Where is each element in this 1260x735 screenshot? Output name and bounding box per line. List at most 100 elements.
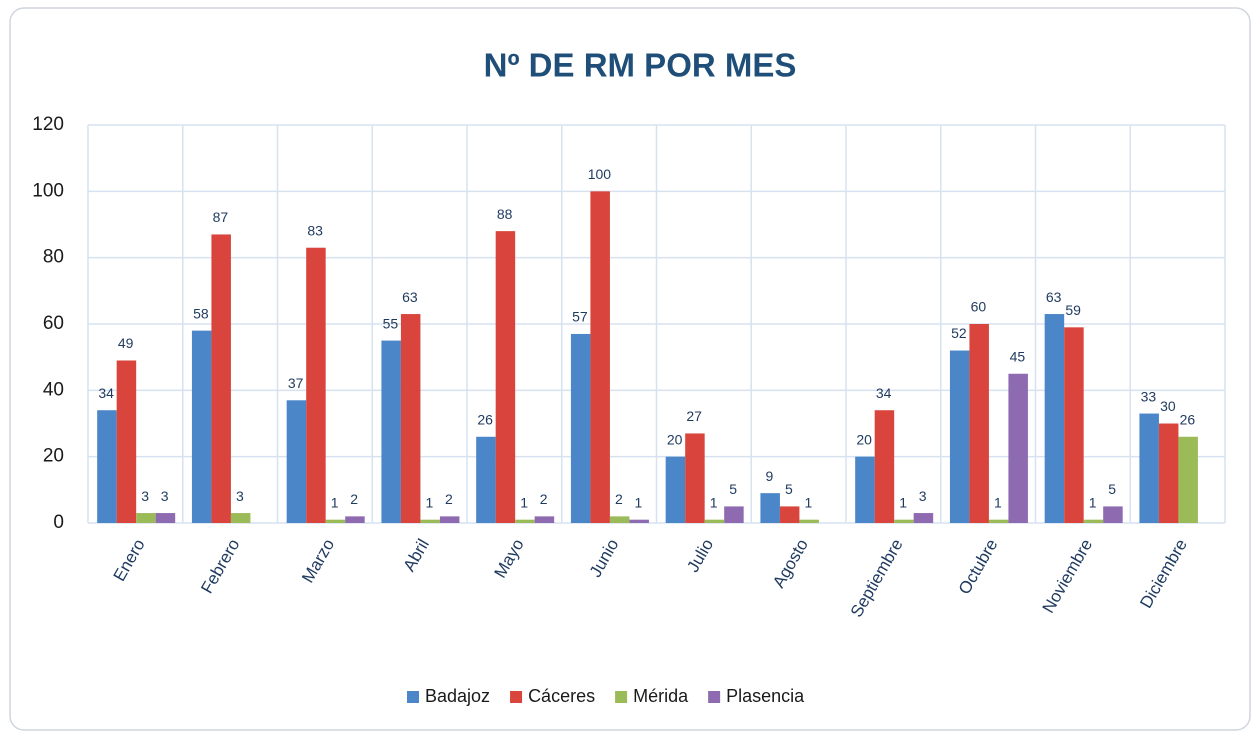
data-label: 30 [1160,398,1176,414]
bar [874,410,895,523]
bar [1008,373,1028,523]
y-tick-label: 80 [43,247,64,268]
data-label: 9 [765,468,773,484]
bar [400,314,421,523]
data-label: 34 [98,385,114,401]
data-label: 37 [288,375,304,391]
bar [724,506,744,523]
bar [1139,413,1159,523]
data-label: 55 [383,315,399,331]
data-label: 59 [1065,302,1081,318]
data-label: 57 [572,309,588,325]
bar [534,516,555,523]
data-label: 26 [1180,411,1196,427]
bar [1103,506,1123,523]
legend-label: Mérida [633,686,689,706]
bar [439,516,460,523]
bar [949,350,970,523]
chart-title: Nº DE RM POR MES [484,47,797,84]
legend-label: Cáceres [528,686,595,706]
bar [1083,519,1104,523]
bar [988,519,1009,523]
bar [704,519,725,523]
data-label: 45 [1010,348,1026,364]
bar [306,247,326,523]
data-label: 100 [588,166,612,182]
legend-swatch [708,691,721,703]
data-label: 5 [785,481,793,497]
bar [116,360,137,523]
data-label: 52 [951,325,967,341]
bar [211,234,231,523]
data-label: 1 [634,494,642,510]
bar [609,516,630,523]
data-label: 5 [1108,481,1116,497]
data-label: 2 [540,491,548,507]
bar [760,493,780,523]
data-label: 2 [350,491,358,507]
bar [590,191,610,524]
legend-label: Plasencia [726,686,805,706]
data-label: 3 [141,488,149,504]
legend-label: Badajoz [425,686,490,706]
bar [136,513,156,523]
bar [420,519,440,523]
data-label: 87 [213,209,229,225]
data-label: 63 [1046,289,1062,305]
data-label: 1 [710,494,718,510]
data-label: 1 [425,494,433,510]
data-label: 60 [971,299,987,315]
data-label: 49 [118,335,134,351]
bar [799,519,819,523]
y-tick-label: 20 [43,446,64,467]
bar [191,330,212,523]
y-tick-label: 0 [53,512,64,533]
legend-swatch [510,691,523,703]
data-label: 3 [919,488,927,504]
data-label: 20 [667,431,683,447]
data-label: 1 [331,494,339,510]
data-label: 20 [856,431,872,447]
bar [97,410,117,523]
data-label: 1 [994,494,1002,510]
data-label: 26 [477,411,493,427]
bar [629,519,649,523]
data-label: 63 [402,289,418,305]
data-label: 1 [804,494,812,510]
bar [230,513,251,523]
data-label: 1 [899,494,907,510]
data-label: 1 [1089,494,1097,510]
y-tick-label: 100 [32,180,64,201]
legend-swatch [615,691,628,703]
bar [969,324,989,523]
data-label: 3 [236,488,244,504]
bar [515,519,535,523]
data-label: 3 [161,488,169,504]
bar [381,340,401,523]
bar [1178,436,1198,523]
bar [495,231,516,523]
data-label: 34 [876,385,892,401]
bar [155,513,176,523]
bar [855,456,875,523]
data-label: 33 [1141,388,1157,404]
data-label: 58 [193,305,209,321]
bar [476,436,496,523]
y-tick-label: 60 [43,313,64,334]
data-label: 2 [615,491,623,507]
data-label: 88 [497,206,513,222]
bar [1158,423,1179,523]
data-label: 2 [445,491,453,507]
y-tick-label: 40 [43,379,64,400]
bar [1044,314,1065,523]
bar [286,400,307,523]
data-label: 83 [307,222,323,238]
bar [913,513,934,523]
bar [779,506,800,523]
y-tick-label: 120 [32,114,64,135]
bar [685,433,705,523]
bar [325,519,346,523]
data-label: 1 [520,494,528,510]
legend-swatch [407,691,419,703]
